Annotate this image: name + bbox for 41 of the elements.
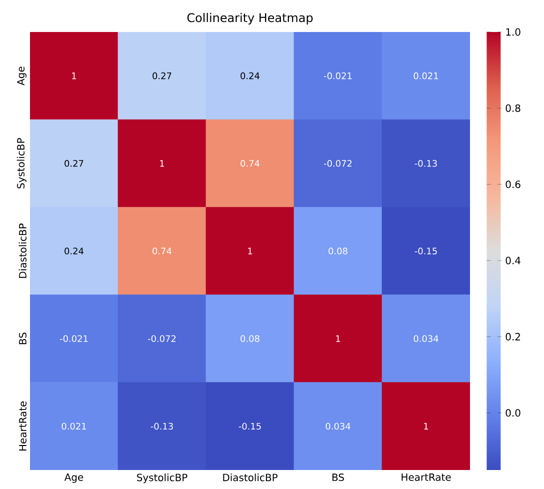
- data-label: -0.13: [150, 422, 173, 430]
- data-label: -0.021: [324, 72, 352, 80]
- color-bar-label: 0.0: [506, 409, 520, 417]
- data-label: -0.13: [414, 160, 437, 167]
- color-bar-label: 1.0: [506, 28, 520, 36]
- data-label: -0.021: [60, 335, 88, 342]
- x-tick-label: BS: [332, 474, 344, 482]
- y-tick-label: Age: [17, 66, 26, 86]
- data-label: 1: [248, 248, 252, 254]
- data-label: 0.021: [62, 422, 86, 430]
- data-label: 0.034: [326, 422, 350, 430]
- data-label: 0.74: [152, 248, 172, 254]
- y-tick-label: HeartRate: [19, 401, 26, 451]
- data-label: 1: [336, 335, 340, 342]
- y-tick-label: SystolicBP: [16, 138, 26, 188]
- data-label: 0.27: [152, 72, 172, 80]
- x-tick-label: Age: [64, 474, 84, 483]
- data-label: 1: [72, 72, 76, 80]
- data-label: -0.072: [324, 160, 352, 167]
- data-label: 0.74: [240, 160, 260, 167]
- data-label: 0.08: [328, 248, 348, 254]
- color-bar-label: 0.8: [506, 104, 520, 112]
- x-tick-label: SystolicBP: [137, 474, 188, 484]
- data-label: 0.08: [240, 335, 260, 342]
- data-label: -0.15: [238, 422, 261, 430]
- data-label: -0.15: [414, 248, 437, 254]
- color-bar-label: 0.2: [506, 332, 520, 340]
- data-label: 0.034: [414, 335, 438, 342]
- x-tick-label: DiastolicBP: [223, 474, 278, 482]
- color-bar-label: 0.6: [506, 180, 520, 188]
- data-label: 0.24: [64, 248, 84, 254]
- y-tick-label: DiastolicBP: [18, 224, 26, 278]
- data-label: 1: [424, 422, 428, 430]
- y-tick-label: BS: [18, 332, 26, 344]
- color-bar-label: 0.4: [506, 256, 520, 264]
- data-label: -0.072: [148, 335, 176, 342]
- chart-title: Collinearity Heatmap: [187, 12, 313, 24]
- data-label: 0.24: [240, 72, 260, 80]
- data-label: 1: [160, 160, 164, 167]
- x-tick-label: HeartRate: [402, 474, 451, 481]
- data-label: 0.27: [64, 160, 84, 167]
